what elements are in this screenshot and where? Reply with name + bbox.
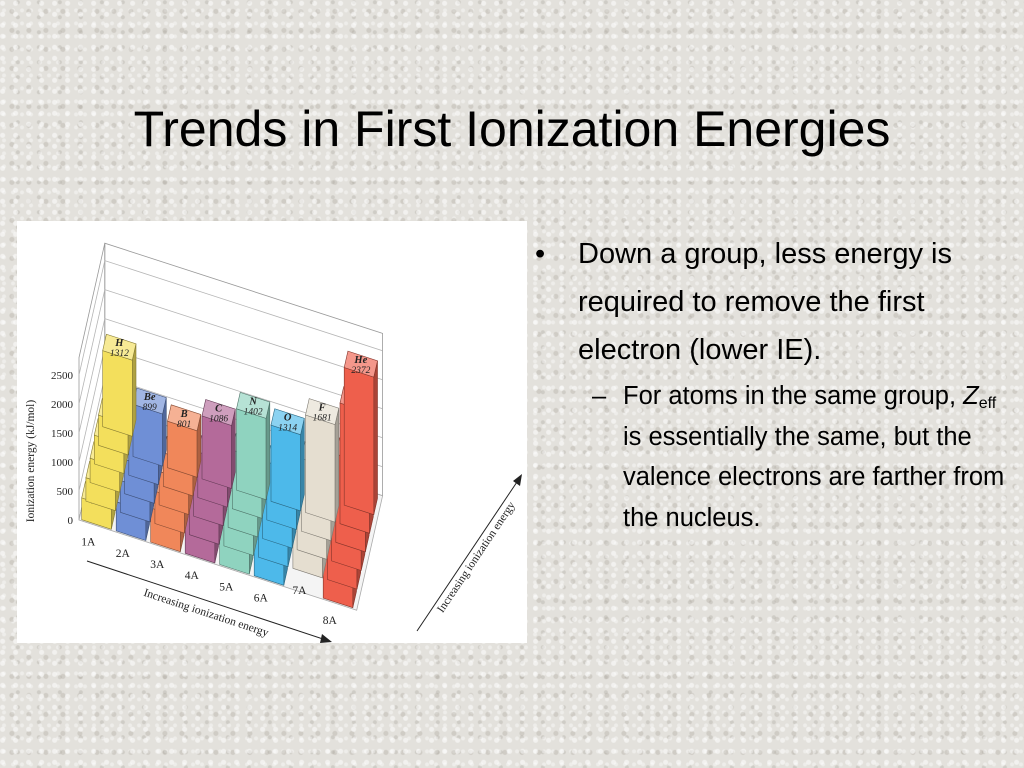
group-label: 2A: [116, 548, 131, 560]
group-label: 3A: [150, 559, 165, 571]
element-symbol: Be: [143, 392, 156, 403]
sub-bullet-text-end: is essentially the same, but the valence…: [623, 422, 1005, 532]
bar-front-face: [102, 350, 133, 437]
bullet-list: • Down a group, less energy is required …: [535, 230, 1015, 538]
bullet-item: • Down a group, less energy is required …: [535, 230, 1015, 374]
y-tick-label: 2000: [51, 399, 74, 411]
bar-front-face: [270, 424, 301, 512]
bar-top-face: [343, 350, 378, 378]
bar-front-face: [305, 414, 336, 523]
element-value: 1312: [110, 349, 129, 359]
depth-axis-label: Increasing ionization energy: [435, 499, 518, 615]
y-tick-label: 500: [57, 486, 74, 498]
bar-front-face: [201, 415, 232, 489]
group-label: 1A: [81, 537, 96, 549]
element-value: 1402: [244, 407, 263, 417]
sub-bullet-item: – For atoms in the same group, Zeff is e…: [535, 376, 1015, 538]
element-value: 1681: [313, 414, 332, 424]
group-label: 7A: [292, 585, 307, 597]
y-tick-label: 0: [68, 515, 74, 527]
element-symbol: O: [284, 413, 292, 424]
element-value: 2372: [351, 366, 370, 376]
x-axis-arrowhead: [320, 634, 332, 643]
y-tick-label: 2500: [51, 370, 74, 382]
element-symbol: B: [180, 409, 188, 420]
bar-top-face: [270, 408, 305, 436]
bar-top-face: [201, 399, 236, 426]
y-tick-label: 1500: [51, 428, 74, 440]
group-label: 5A: [219, 581, 234, 593]
z-eff-symbol: Z: [963, 382, 979, 410]
bar-top-face: [102, 333, 137, 361]
bullet-text: Down a group, less energy is required to…: [578, 238, 952, 366]
bar-top-face: [305, 398, 340, 425]
y-tick-label: 1000: [51, 457, 74, 469]
sub-bullet-text-start: For atoms in the same group,: [623, 382, 964, 410]
y-axis-label: Ionization energy (kJ/mol): [25, 400, 37, 523]
element-symbol: N: [248, 396, 257, 407]
bar-front-face: [343, 367, 375, 516]
element-symbol: F: [318, 403, 326, 414]
z-eff-subscript: eff: [978, 395, 997, 412]
group-label: 6A: [254, 593, 269, 605]
bullet-marker: •: [535, 238, 546, 270]
bar-top-face: [236, 392, 271, 419]
sub-bullet-marker: –: [592, 382, 607, 410]
ionization-energy-chart-panel: 0 500 1000 1500 2000 2500 Ionization energy (k…: [17, 221, 527, 643]
bar-side-face: [373, 360, 378, 515]
x-axis-arrow-line: [86, 560, 327, 641]
element-value: 801: [177, 420, 191, 430]
bar-front-face: [132, 403, 163, 467]
element-value: 899: [143, 403, 158, 413]
slide-title: Trends in First Ionization Energies: [133, 101, 891, 157]
element-symbol: H: [114, 338, 124, 349]
group-label: 4A: [185, 570, 200, 582]
depth-axis-arrow-line: [416, 478, 520, 632]
element-symbol: C: [215, 404, 223, 415]
element-value: 1086: [209, 415, 228, 425]
gridline: [78, 289, 383, 405]
bar-front-face: [236, 408, 267, 501]
sub-bullet-text: For atoms in the same group, Zeff is ess…: [623, 382, 1004, 532]
group-label: 8A: [323, 615, 338, 627]
x-axis-label: Increasing ionization energy: [142, 587, 270, 640]
ionization-energy-3d-bar-chart: 0 500 1000 1500 2000 2500 Ionization energy (k…: [25, 242, 522, 643]
element-value: 1314: [278, 424, 297, 434]
depth-axis-arrowhead: [513, 474, 522, 486]
gridline: [78, 260, 383, 376]
element-symbol: He: [353, 355, 367, 366]
gridline: [78, 318, 383, 434]
bar-side-face: [334, 408, 340, 523]
bar-top-face: [167, 404, 202, 432]
